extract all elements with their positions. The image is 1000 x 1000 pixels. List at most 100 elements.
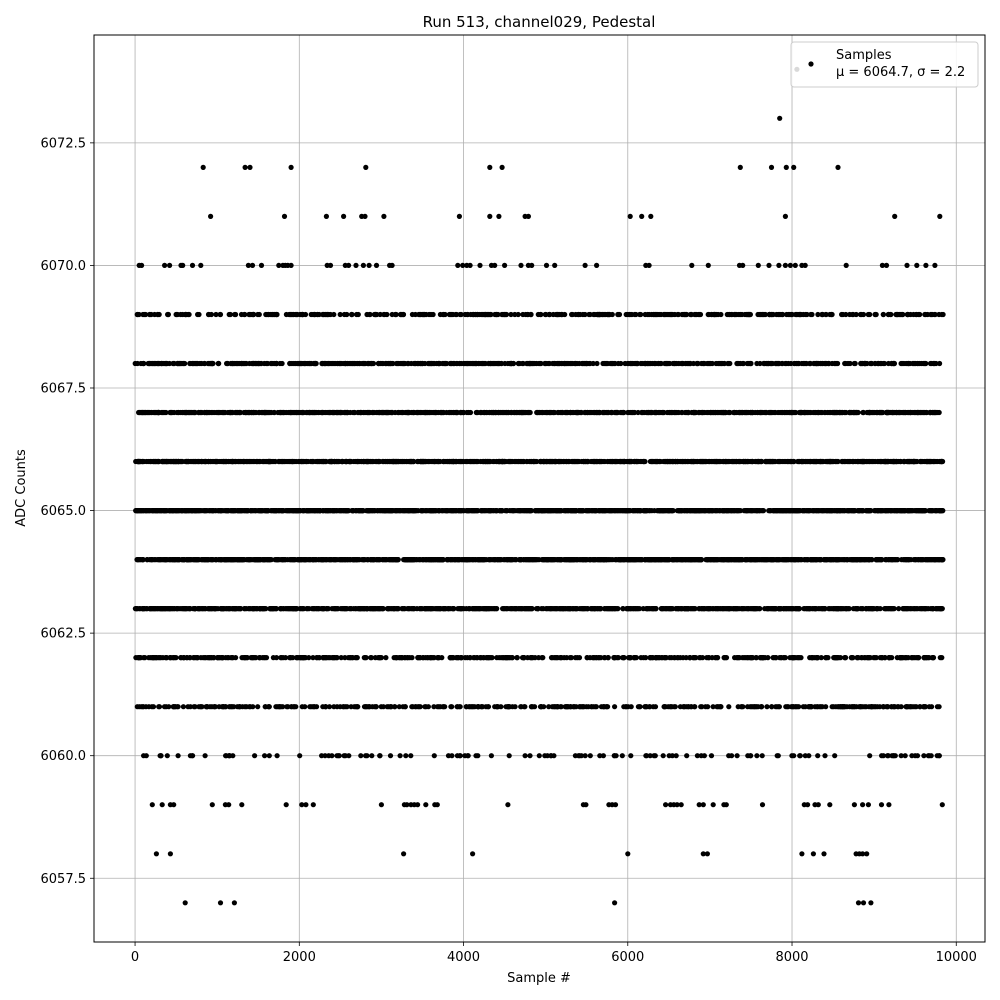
data-point <box>338 655 344 661</box>
data-point <box>172 655 178 661</box>
data-point <box>573 606 579 612</box>
data-point <box>892 753 898 759</box>
data-point <box>544 606 550 612</box>
data-point <box>244 655 250 661</box>
data-point <box>266 753 272 759</box>
data-point <box>612 508 618 514</box>
data-point <box>751 606 757 612</box>
data-point <box>202 655 209 661</box>
data-point <box>580 508 586 514</box>
data-point <box>776 704 782 710</box>
data-point <box>488 753 494 759</box>
data-point <box>334 704 340 710</box>
data-point <box>297 753 303 759</box>
data-point <box>673 753 679 759</box>
data-point <box>403 753 409 759</box>
data-point <box>781 655 787 661</box>
data-point <box>431 753 437 759</box>
data-point <box>796 704 802 710</box>
data-point <box>585 557 591 563</box>
data-point <box>140 704 146 710</box>
data-point <box>342 655 348 661</box>
data-point <box>714 606 720 612</box>
data-point <box>369 704 375 710</box>
data-point <box>448 655 454 661</box>
data-point <box>166 704 172 710</box>
data-point <box>644 753 650 759</box>
data-point <box>823 655 829 661</box>
data-point <box>504 508 510 514</box>
data-point <box>419 606 425 612</box>
data-point <box>312 704 318 710</box>
data-point <box>350 508 356 514</box>
data-point <box>927 508 934 514</box>
data-point <box>640 655 647 661</box>
data-point <box>925 606 931 612</box>
data-point <box>507 704 513 710</box>
data-point <box>373 704 379 710</box>
data-point <box>818 655 824 661</box>
data-point <box>842 655 848 661</box>
data-point <box>255 557 261 563</box>
data-point <box>698 753 704 759</box>
data-point <box>885 753 891 759</box>
data-point <box>302 704 308 710</box>
data-point <box>435 508 441 514</box>
data-point <box>865 557 871 563</box>
data-point <box>587 753 593 759</box>
data-point <box>412 508 418 514</box>
data-point <box>598 606 604 612</box>
data-point <box>612 557 619 563</box>
data-point <box>322 753 328 759</box>
data-point <box>135 655 141 661</box>
data-point <box>684 508 690 514</box>
data-point <box>796 655 802 661</box>
data-point <box>550 508 556 514</box>
data-point <box>187 655 193 661</box>
data-point <box>680 655 686 661</box>
data-point <box>702 606 708 612</box>
data-point <box>854 557 860 563</box>
data-point <box>607 606 613 612</box>
data-point <box>297 606 303 612</box>
data-point <box>242 606 248 612</box>
data-point <box>387 753 394 759</box>
data-point <box>772 508 778 514</box>
data-point <box>467 655 473 661</box>
data-point <box>873 655 879 661</box>
data-point <box>789 508 795 514</box>
data-point <box>194 508 200 514</box>
data-point <box>202 606 208 612</box>
data-point <box>262 655 268 661</box>
data-point <box>898 704 904 710</box>
data-point <box>146 655 152 661</box>
data-point <box>593 655 599 661</box>
data-point <box>423 557 429 563</box>
data-point <box>568 655 575 661</box>
data-point <box>489 655 495 661</box>
data-point <box>901 557 907 563</box>
data-point <box>574 655 581 661</box>
data-point <box>494 704 500 710</box>
data-point <box>294 508 300 514</box>
data-point <box>892 508 898 514</box>
data-point <box>274 753 280 759</box>
data-point <box>812 704 818 710</box>
data-point <box>760 655 766 661</box>
data-point <box>745 704 751 710</box>
data-point <box>521 655 527 661</box>
data-point <box>620 606 626 612</box>
data-point <box>365 704 371 710</box>
data-point <box>621 557 627 563</box>
data-point <box>815 557 821 563</box>
data-point <box>904 704 910 710</box>
data-point <box>615 606 621 612</box>
data-point <box>628 753 634 759</box>
data-point <box>824 557 830 563</box>
data-point <box>711 557 717 563</box>
data-point <box>150 704 157 710</box>
data-point <box>764 704 770 710</box>
data-point <box>219 704 225 710</box>
data-point <box>705 704 711 710</box>
